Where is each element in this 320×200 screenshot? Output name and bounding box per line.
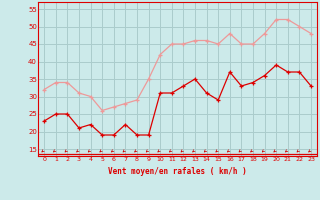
X-axis label: Vent moyen/en rafales ( km/h ): Vent moyen/en rafales ( km/h ) — [108, 167, 247, 176]
